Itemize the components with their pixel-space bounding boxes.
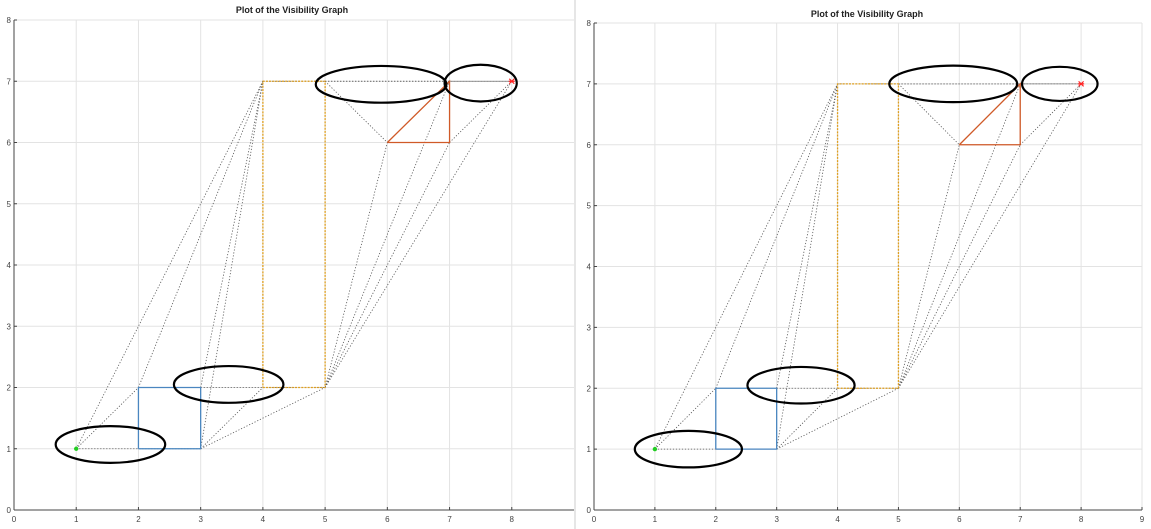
x-tick-label: 1 [74, 515, 79, 524]
visibility-edge [75, 387, 139, 450]
y-tick-label: 1 [587, 445, 592, 454]
y-tick-label: 8 [7, 16, 12, 25]
visibility-edge [449, 80, 513, 143]
plot-panel-right: 0 1 2 3 4 5 6 7 8 9 0 1 2 3 4 5 6 7 8 Plot of the Visibilit… [576, 0, 1151, 529]
y-tick-label: 2 [587, 384, 592, 393]
x-tick-label: 1 [653, 515, 658, 524]
x-tick-label: 5 [323, 515, 328, 524]
x-tick-label: 6 [385, 515, 390, 524]
highlight-ellipse [633, 429, 744, 469]
plot-panel-left: 0 1 2 3 4 5 6 7 8 0 1 2 3 4 5 6 7 8 Plot of the Visibility… [7, 5, 574, 524]
highlight-ellipse [443, 63, 518, 103]
visibility-edge [715, 83, 838, 389]
y-tick-label: 7 [7, 77, 12, 86]
x-tick-label: 9 [1140, 515, 1145, 524]
highlight-ellipse [172, 364, 285, 404]
x-tick-label: 0 [12, 515, 17, 524]
highlight-ellipse [54, 424, 167, 464]
visibility-edge [200, 81, 264, 449]
y-tick-label: 2 [7, 384, 12, 393]
y-tick-label: 8 [587, 19, 592, 28]
x-tick-label: 8 [1079, 515, 1084, 524]
chart-svg-right: 0 1 2 3 4 5 6 7 8 9 0 1 2 3 4 5 6 7 8 Plot of the Visibilit… [587, 9, 1145, 524]
x-tick-label: 7 [447, 515, 452, 524]
y-tick-label: 4 [7, 261, 12, 270]
highlight-ellipse [1020, 65, 1099, 103]
chart-title-right: Plot of the Visibility Graph [811, 9, 923, 19]
obstacle-3 [958, 82, 1021, 146]
y-tick-label: 7 [587, 80, 592, 89]
x-tick-label: 8 [510, 515, 515, 524]
obstacle-2 [836, 83, 900, 389]
x-tick-label: 5 [896, 515, 901, 524]
x-tick-label: 4 [261, 515, 266, 524]
x-tick-label: 0 [592, 515, 597, 524]
y-tick-label: 3 [7, 322, 12, 331]
visibility-edge [898, 83, 1021, 389]
visibility-edge [138, 81, 264, 388]
visibility-edge [776, 83, 838, 389]
obstacle-2 [262, 80, 326, 389]
visibility-edge [898, 83, 960, 146]
y-tick-label: 0 [587, 506, 592, 515]
x-tick-label: 4 [835, 515, 840, 524]
y-tick-label: 0 [7, 506, 12, 515]
y-tick-label: 3 [587, 323, 592, 332]
goal-point-marker [508, 78, 515, 85]
visibility-edge [200, 387, 326, 450]
obstacle-3 [386, 79, 451, 144]
chart-title-left: Plot of the Visibility Graph [236, 5, 348, 15]
obstacle-1 [137, 386, 202, 450]
visibility-edge [324, 142, 450, 388]
x-tick-label: 3 [774, 515, 779, 524]
y-tick-label: 1 [7, 445, 12, 454]
y-tick-label: 6 [587, 141, 592, 150]
y-tick-label: 5 [7, 200, 12, 209]
y-tick-label: 6 [7, 139, 12, 148]
visibility-edge [324, 142, 388, 388]
panel-divider [574, 0, 576, 529]
visibility-edge [654, 387, 717, 450]
visibility-edge [1019, 83, 1082, 146]
y-tick-label: 4 [587, 263, 592, 272]
visibility-edge [324, 80, 388, 143]
highlight-ellipse [746, 365, 856, 405]
highlight-ellipse [314, 64, 448, 104]
start-point-marker [652, 446, 658, 452]
visibility-edge [200, 81, 264, 388]
goal-point-marker [1078, 80, 1085, 87]
visibility-edge [324, 81, 450, 388]
x-tick-label: 2 [714, 515, 719, 524]
x-tick-label: 3 [198, 515, 203, 524]
highlight-ellipse [888, 64, 1019, 104]
visibility-edge [898, 144, 1021, 389]
start-point-marker [74, 446, 79, 451]
x-tick-label: 7 [1018, 515, 1023, 524]
x-tick-label: 2 [136, 515, 141, 524]
obstacle-1 [715, 387, 778, 450]
visibility-edge [776, 387, 838, 450]
y-tick-label: 5 [587, 202, 592, 211]
visibility-edge [200, 387, 264, 450]
visibility-edge [898, 83, 1082, 389]
x-tick-label: 6 [957, 515, 962, 524]
visibility-edge [654, 83, 838, 450]
chart-svg-left: 0 1 2 3 4 5 6 7 8 0 1 2 3 4 5 6 7 8 Plot of the Visibility… [7, 5, 574, 524]
